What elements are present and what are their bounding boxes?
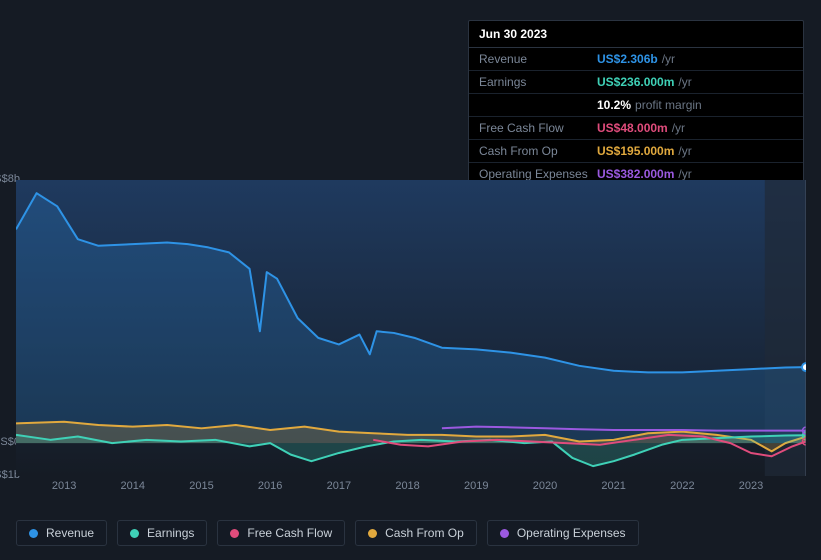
tooltip-row-value: US$2.306b	[597, 52, 658, 66]
tooltip-row: RevenueUS$2.306b/yr	[469, 48, 803, 71]
chart-plot-area[interactable]	[16, 180, 806, 476]
tooltip-row-label	[479, 98, 597, 112]
tooltip-row: 10.2% profit margin	[469, 94, 803, 117]
tooltip-row-label: Free Cash Flow	[479, 121, 597, 135]
x-axis-label: 2017	[327, 480, 351, 492]
legend-item-revenue[interactable]: Revenue	[16, 520, 107, 546]
tooltip-row-value: US$48.000m	[597, 121, 668, 135]
legend-item-opex[interactable]: Operating Expenses	[487, 520, 639, 546]
financials-chart[interactable]: US$8bUS$0-US$1b 201320142015201620172018…	[16, 156, 806, 498]
x-axis-label: 2015	[189, 480, 213, 492]
tooltip-row-unit: /yr	[662, 52, 675, 66]
legend-label: Revenue	[46, 526, 94, 540]
x-axis-label: 2021	[601, 480, 625, 492]
tooltip-row-unit: /yr	[672, 121, 685, 135]
tooltip-row-label: Revenue	[479, 52, 597, 66]
legend-label: Cash From Op	[385, 526, 464, 540]
legend-label: Operating Expenses	[517, 526, 626, 540]
x-axis-label: 2016	[258, 480, 282, 492]
x-axis-label: 2019	[464, 480, 488, 492]
legend-label: Free Cash Flow	[247, 526, 332, 540]
x-axis-label: 2023	[739, 480, 763, 492]
legend-swatch	[130, 529, 139, 538]
tooltip-row-unit: /yr	[678, 75, 691, 89]
legend-swatch	[230, 529, 239, 538]
x-axis-label: 2018	[395, 480, 419, 492]
tooltip-row-unit: profit margin	[635, 98, 702, 112]
legend-item-fcf[interactable]: Free Cash Flow	[217, 520, 345, 546]
tooltip-row: EarningsUS$236.000m/yr	[469, 71, 803, 94]
x-axis-label: 2013	[52, 480, 76, 492]
tooltip-row-value: US$236.000m	[597, 75, 674, 89]
x-axis-label: 2022	[670, 480, 694, 492]
legend-item-earnings[interactable]: Earnings	[117, 520, 207, 546]
tooltip-row: Free Cash FlowUS$48.000m/yr	[469, 117, 803, 140]
tooltip-date: Jun 30 2023	[469, 21, 803, 48]
tooltip-row-label: Earnings	[479, 75, 597, 89]
legend-item-cash_from_op[interactable]: Cash From Op	[355, 520, 477, 546]
tooltip-row-value: 10.2%	[597, 98, 631, 112]
legend-swatch	[500, 529, 509, 538]
legend-swatch	[368, 529, 377, 538]
x-axis-label: 2014	[121, 480, 145, 492]
legend-label: Earnings	[147, 526, 194, 540]
x-axis-label: 2020	[533, 480, 557, 492]
legend-swatch	[29, 529, 38, 538]
chart-legend: Revenue Earnings Free Cash Flow Cash From O…	[16, 520, 639, 546]
